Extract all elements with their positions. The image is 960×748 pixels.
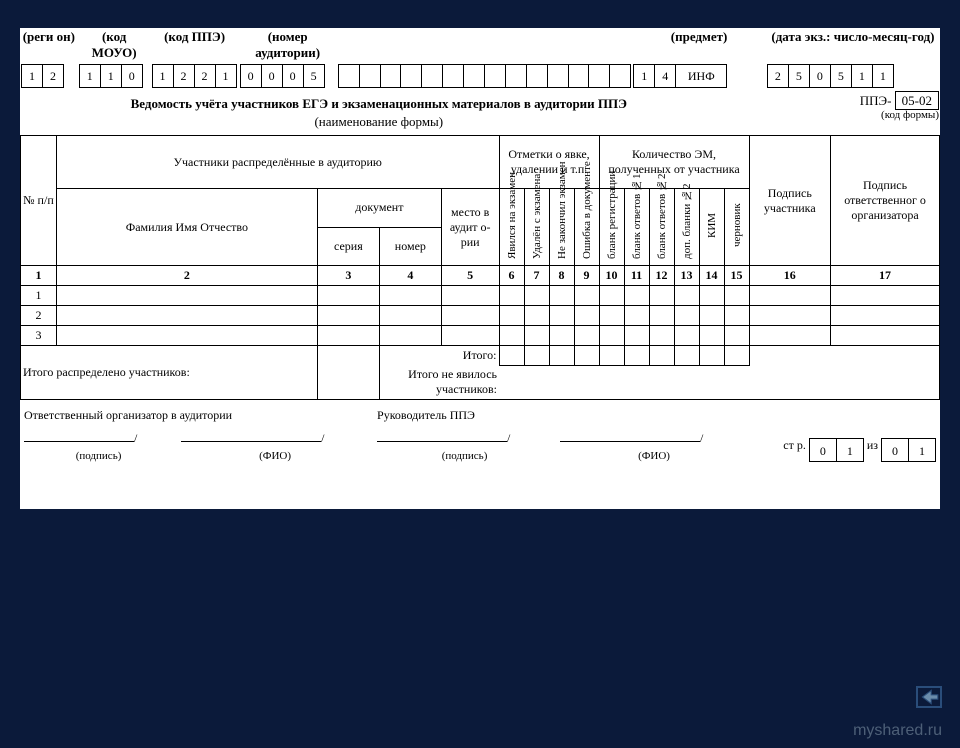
lbl-mouo: (код МОУО): [92, 29, 137, 60]
col-sigpart: Подпись участника: [749, 136, 831, 266]
lbl-ppe: (код ППЭ): [164, 29, 225, 44]
col-v15: черновик: [731, 191, 743, 259]
col-number: номер: [379, 227, 441, 266]
data-row: 3: [21, 326, 940, 346]
under-fio1: (ФИО): [177, 448, 373, 464]
form-subtitle: (наименование формы): [21, 114, 737, 134]
lbl-subject: (предмет): [671, 29, 728, 44]
col-npp: № п/п: [21, 136, 57, 266]
form-title: Ведомость учёта участников ЕГЭ и экзамен…: [21, 90, 737, 114]
room-cells: 0005: [240, 64, 325, 88]
col-v14: КИМ: [706, 191, 718, 259]
col-participants: Участники распределённые в аудиторию: [56, 136, 499, 189]
col-v7: Удалён с экзамена: [531, 191, 543, 259]
col-v9: Ошибка в документе: [581, 191, 593, 259]
page-tot: 01: [881, 438, 936, 462]
col-v10: бланк регистрации: [606, 191, 618, 259]
region-cells: 12: [21, 64, 64, 88]
ppe-cells: 1221: [152, 64, 237, 88]
date-cells: 250511: [767, 64, 894, 88]
form-code: 05-02: [895, 91, 939, 110]
col-v8: Не закончил экзамен: [556, 191, 568, 259]
header-row: (реги он) (код МОУО) (код ППЭ) (номер ау…: [20, 28, 940, 89]
itogo-rasp: Итого распределено участников:: [21, 346, 318, 400]
data-row: 2: [21, 306, 940, 326]
col-em: Количество ЭМ, полученных от участника: [599, 136, 749, 189]
form-sheet: (реги он) (код МОУО) (код ППЭ) (номер ау…: [20, 28, 940, 509]
col-v6: Явился на экзамен: [506, 191, 518, 259]
main-table: № п/п Участники распределённые в аудитор…: [20, 135, 940, 400]
form-code-label: (код формы): [739, 109, 939, 121]
lbl-head: Руководитель ППЭ: [373, 400, 752, 425]
page-label: ст р.: [783, 438, 806, 452]
col-sigorg: Подпись ответственног о организатора: [831, 136, 940, 266]
col-doc: документ: [317, 189, 441, 228]
itogo-ne: Итого не явилось участников:: [379, 365, 499, 400]
col-series: серия: [317, 227, 379, 266]
col-seat: место в аудит о-рии: [441, 189, 499, 266]
under-sig2: (подпись): [373, 448, 556, 464]
data-row: 1: [21, 286, 940, 306]
col-v12: бланк ответов №2: [656, 191, 668, 259]
page-of: из: [867, 438, 878, 452]
page-cur: 01: [809, 438, 864, 462]
lbl-room: (номер аудитории): [255, 29, 320, 60]
colnum-row: 1 2 3 4 5 6 7 8 9 10 11 12 13 14 15 16 1…: [21, 266, 940, 286]
footer: Ответственный организатор в аудитории Ру…: [20, 400, 940, 464]
under-sig1: (подпись): [20, 448, 177, 464]
nav-back-button[interactable]: [916, 686, 942, 708]
subject-cells: 14 ИНФ: [633, 64, 727, 88]
ppe-label: ППЭ-: [860, 93, 892, 108]
blank-cells: [338, 64, 632, 88]
itogo: Итого:: [379, 346, 499, 366]
col-v13: доп. бланки №2: [681, 191, 693, 259]
col-fio: Фамилия Имя Отчество: [56, 189, 317, 266]
mouo-cells: 110: [79, 64, 143, 88]
watermark: myshared.ru: [853, 722, 942, 740]
under-fio2: (ФИО): [556, 448, 752, 464]
lbl-date: (дата экз.: число-месяц-год): [771, 29, 934, 44]
lbl-org: Ответственный организатор в аудитории: [20, 400, 373, 425]
title-block: Ведомость учёта участников ЕГЭ и экзамен…: [20, 89, 940, 135]
col-v11: бланк ответов №1: [631, 191, 643, 259]
lbl-region: (реги он): [23, 29, 75, 44]
